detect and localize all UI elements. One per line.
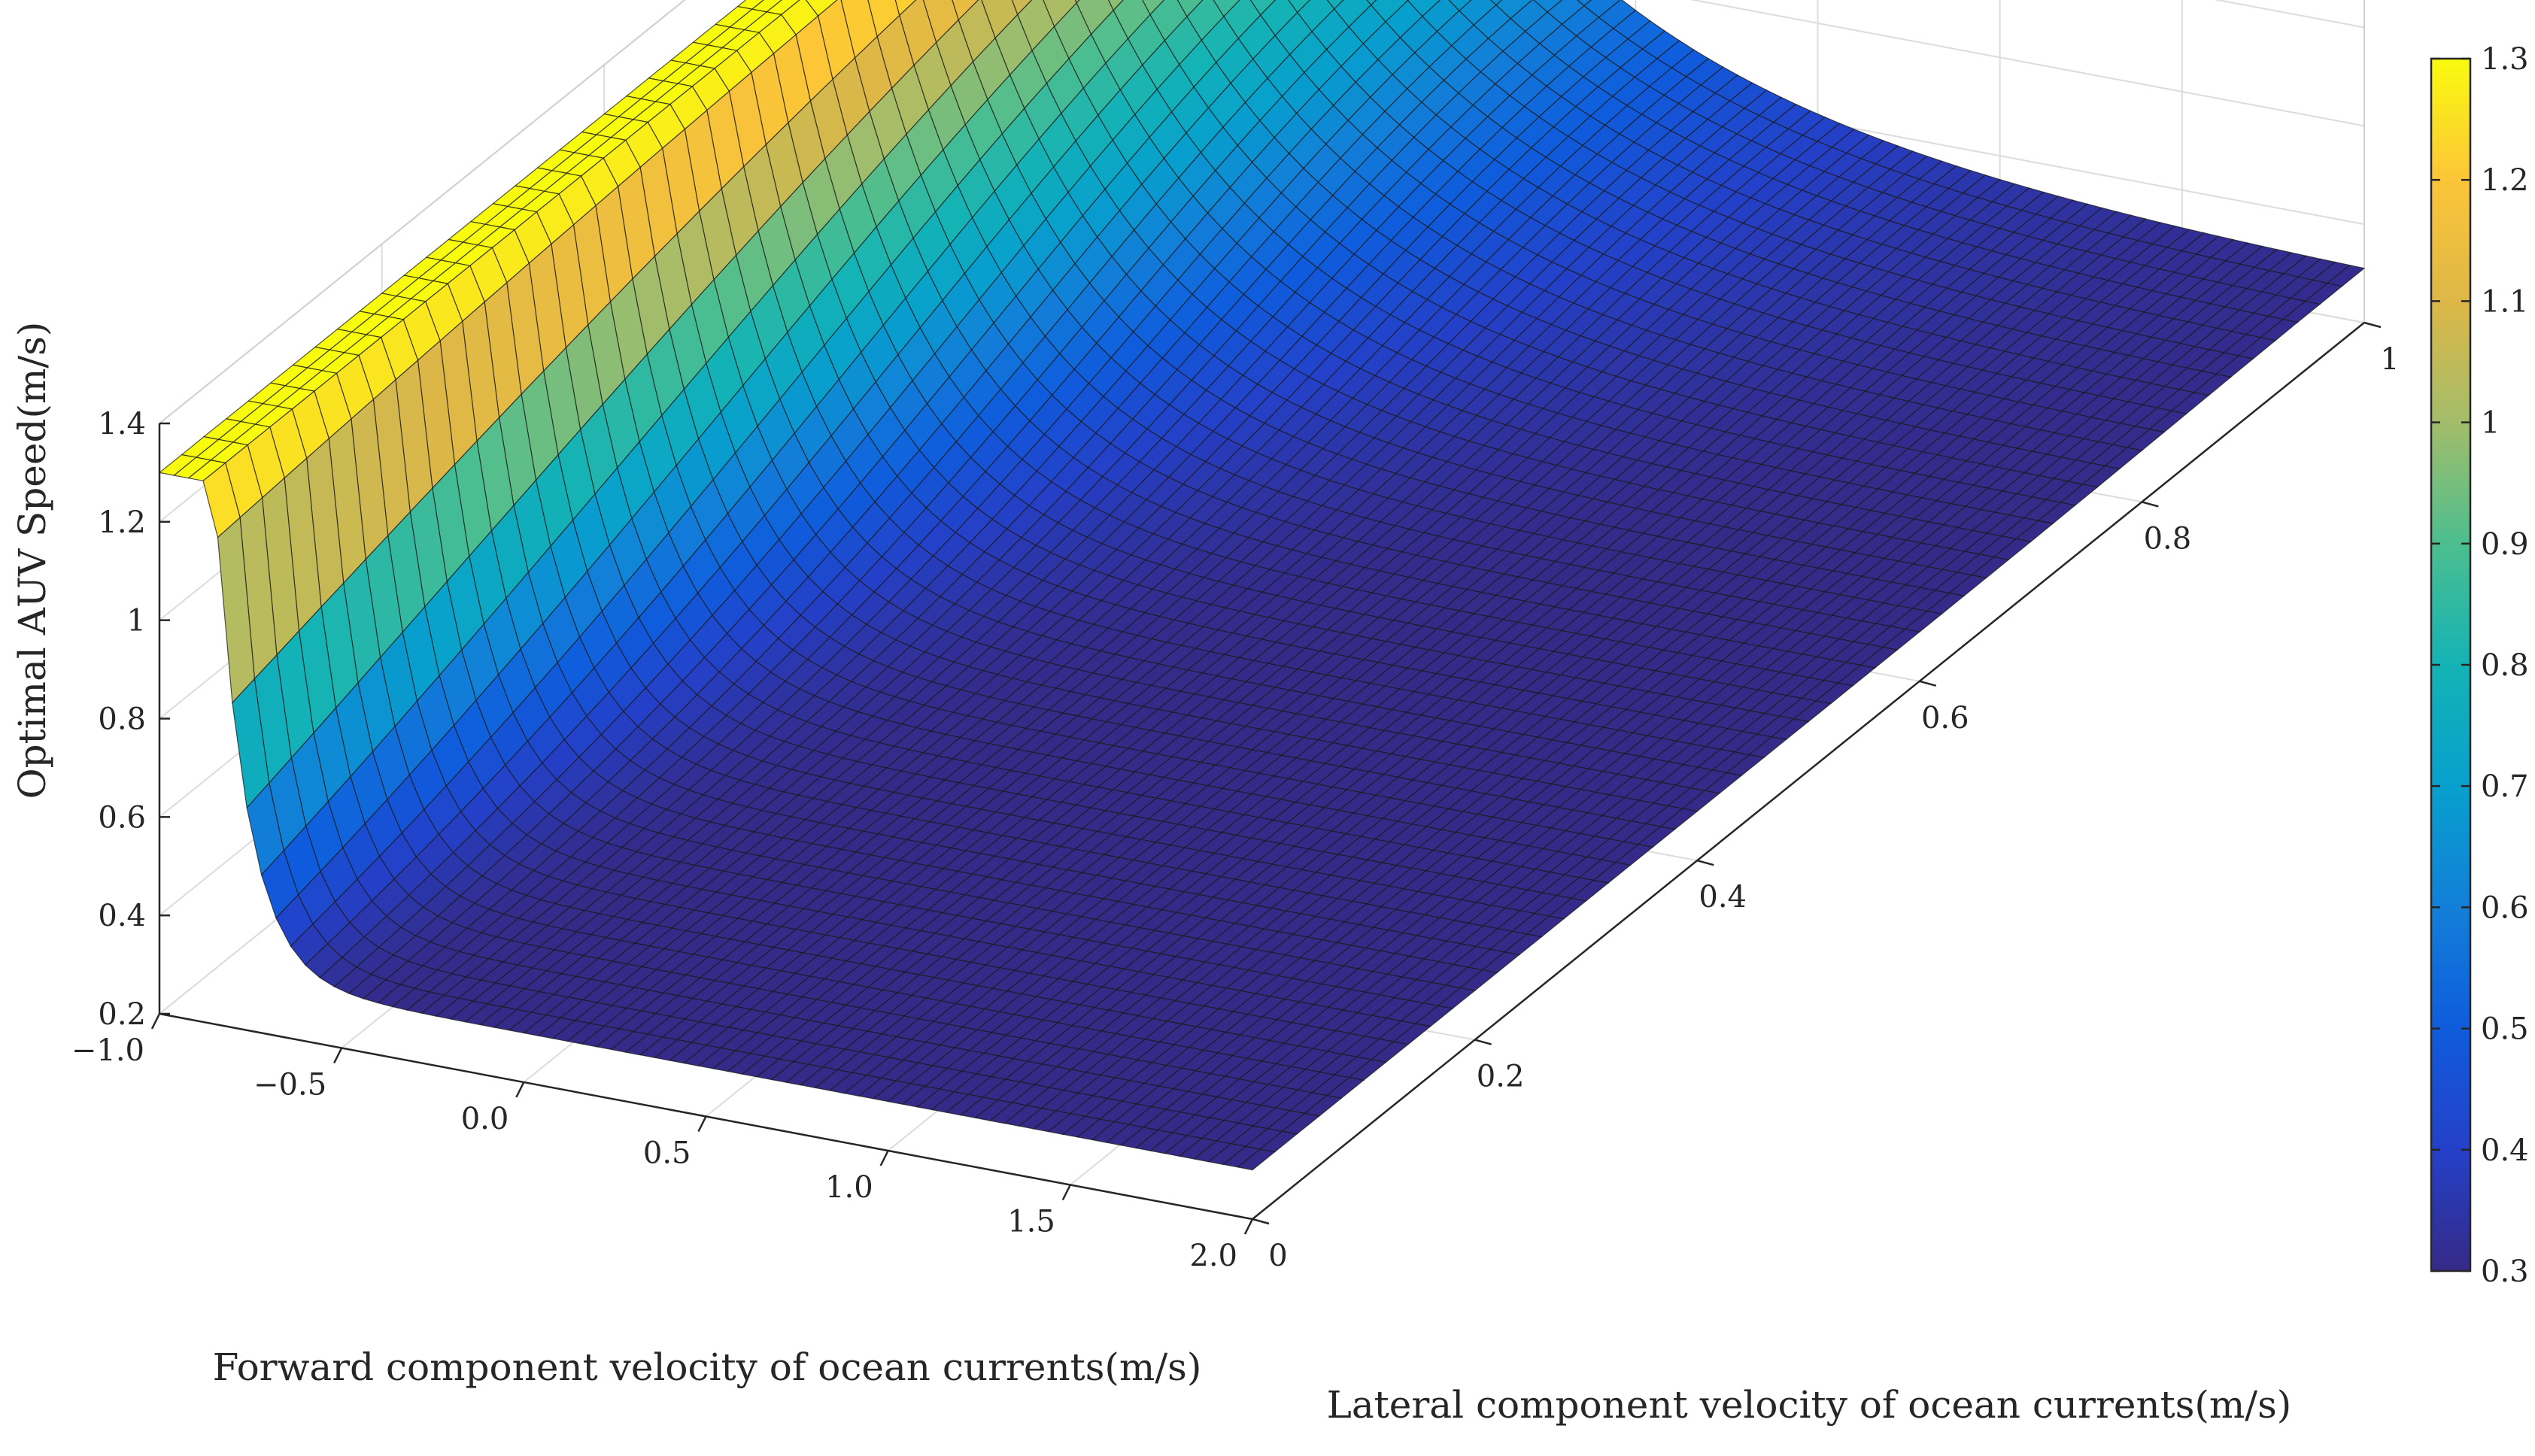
colorbar-tick-label-0: 0.3 [2481, 1254, 2529, 1289]
surface-face-390 [1366, 0, 1377, 6]
x-tick-label-4: 1.0 [825, 1170, 873, 1205]
y-tick-1 [1474, 1039, 1492, 1045]
y-tick-label-0: 0 [1268, 1239, 1287, 1273]
surface-face-3749 [1237, 1148, 1276, 1171]
y-tick-label-4: 0.8 [2144, 521, 2192, 556]
y-tick-0 [1252, 1218, 1270, 1225]
y-tick-3 [1919, 680, 1937, 687]
z-axis-label: Optimal AUV Speed(m/s) [11, 322, 54, 799]
x-tick-label-6: 2.0 [1189, 1239, 1237, 1273]
axes: 0.2 0.4 0.6 0.8 1 1.2 1.4 −1.0 −0.5 0.0 0.5 1.0 1.5 2… [71, 321, 2400, 1273]
colorbar-tick-label-9: 1.2 [2481, 163, 2529, 198]
x-tick-label-0: −1.0 [71, 1033, 144, 1068]
y-tick-label-2: 0.4 [1699, 880, 1747, 915]
colorbar-tick-label-4: 0.7 [2481, 769, 2529, 804]
x-tick-3 [697, 1115, 707, 1133]
surface-face-1429 [894, 0, 917, 17]
x-tick-1 [333, 1047, 343, 1064]
x-axis-label: Forward component velocity of ocean curr… [213, 1345, 1202, 1389]
y-tick-label-3: 0.6 [1921, 701, 1969, 736]
z-tick-label-5: 1.2 [98, 505, 146, 540]
x-tick-label-5: 1.5 [1007, 1205, 1055, 1239]
surface-mesh [158, 0, 2366, 1171]
z-tick-label-1: 0.4 [98, 899, 146, 933]
x-tick-label-3: 0.5 [643, 1136, 691, 1171]
x-tick-5 [1061, 1184, 1071, 1201]
x-tick-2 [515, 1081, 525, 1098]
colorbar-tick-label-1: 0.4 [2481, 1133, 2529, 1168]
y-axis-line [1252, 322, 2365, 1220]
x-tick-6 [1243, 1218, 1254, 1235]
y-tick-5 [2363, 321, 2382, 329]
x-tick-0 [150, 1013, 161, 1030]
colorbar-tick-label-7: 1 [2481, 406, 2500, 441]
colorbar: 0.3 0.4 0.5 0.6 0.7 0.8 0.9 1 1.1 1.2 1.3 [2430, 42, 2529, 1289]
colorbar-tick-label-6: 0.9 [2481, 527, 2529, 562]
x-tick-label-2: 0.0 [461, 1102, 509, 1136]
z-tick-label-3: 0.8 [98, 702, 146, 737]
y-tick-label-5: 1 [2380, 342, 2399, 377]
colorbar-tick-label-10: 1.3 [2481, 42, 2529, 77]
z-tick-label-2: 0.6 [98, 800, 146, 835]
box-edge-0 [159, 0, 686, 424]
colorbar-tick-label-5: 0.8 [2481, 648, 2529, 683]
y-tick-2 [1696, 859, 1714, 866]
x-tick-label-1: −0.5 [254, 1068, 326, 1103]
z-tick-label-6: 1.4 [98, 407, 146, 441]
y-axis-label: Lateral component velocity of ocean curr… [1327, 1383, 2292, 1427]
colorbar-tick-label-8: 1.1 [2481, 284, 2529, 319]
z-tick-label-4: 1 [127, 604, 146, 639]
y-tick-label-1: 0.2 [1477, 1060, 1525, 1094]
colorbar-tick-label-2: 0.5 [2481, 1012, 2529, 1047]
z-tick-label-0: 0.2 [98, 997, 146, 1032]
colorbar-tick-label-3: 0.6 [2481, 890, 2529, 925]
y-tick-4 [2142, 501, 2159, 508]
x-tick-4 [879, 1150, 889, 1166]
